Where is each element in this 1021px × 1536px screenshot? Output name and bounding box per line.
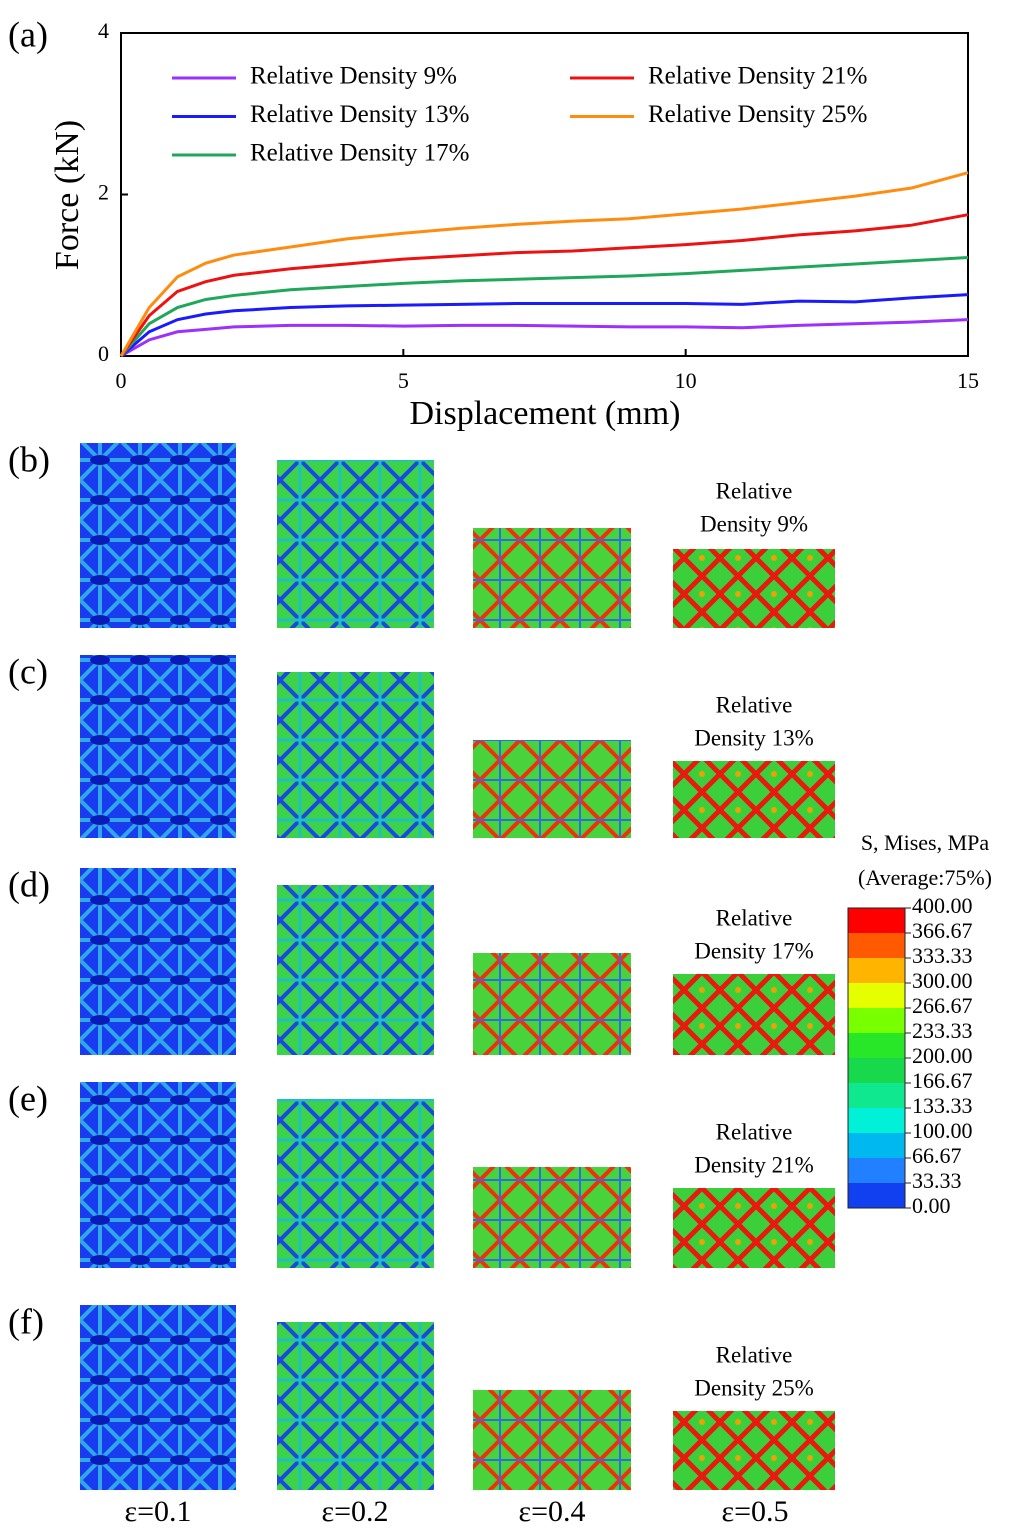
colorbar-tick-label: 66.67: [912, 1143, 962, 1168]
colorbar-segment: [848, 1008, 905, 1033]
colorbar-tick-label: 166.67: [912, 1068, 973, 1093]
lattice-image: [277, 1099, 434, 1268]
panel-label: (f): [8, 1301, 44, 1341]
lattice-image: [80, 1082, 236, 1268]
colorbar-segment: [848, 908, 905, 933]
colorbar-tick-label: 200.00: [912, 1043, 973, 1068]
lattice-image: [673, 974, 835, 1055]
y-tick-label: 0: [98, 341, 109, 366]
colorbar-tick-label: 133.33: [912, 1093, 973, 1118]
density-label: Density 21%: [694, 1152, 813, 1177]
x-tick-label: 10: [675, 368, 697, 393]
x-tick-label: 15: [957, 368, 979, 393]
colorbar-tick-label: 400.00: [912, 893, 973, 918]
colorbar-segment: [848, 958, 905, 983]
colorbar-segment: [848, 1083, 905, 1108]
panel-label: (d): [8, 864, 50, 904]
series-line: [120, 318, 969, 358]
colorbar-tick-label: 333.33: [912, 943, 973, 968]
lattice-image: [473, 1167, 631, 1268]
colorbar-segment: [848, 983, 905, 1008]
density-label: Density 13%: [694, 725, 813, 750]
density-label: Density 17%: [694, 938, 813, 963]
colorbar-segment: [848, 1158, 905, 1183]
colorbar-tick-label: 266.67: [912, 993, 973, 1018]
density-label: Relative: [716, 692, 793, 717]
lattice-image: [80, 655, 236, 838]
colorbar-tick-label: 300.00: [912, 968, 973, 993]
strain-label: ε=0.2: [321, 1495, 388, 1528]
legend-label: Relative Density 25%: [648, 101, 867, 128]
colorbar-subtitle: (Average:75%): [858, 865, 992, 890]
lattice-image: [473, 1390, 631, 1490]
panel-label: (e): [8, 1078, 48, 1118]
lattice-image: [673, 1411, 835, 1490]
strain-label: ε=0.4: [518, 1495, 585, 1528]
lattice-image: [673, 1188, 835, 1268]
lattice-image: [473, 528, 631, 628]
lattice-image: [277, 460, 434, 628]
colorbar-segment: [848, 1183, 905, 1208]
x-tick-label: 0: [116, 368, 127, 393]
colorbar-tick-label: 366.67: [912, 918, 973, 943]
series-line: [119, 171, 969, 357]
series-line: [119, 213, 969, 357]
colorbar-segment: [848, 933, 905, 958]
lattice-image: [277, 672, 434, 838]
lattice-image: [673, 761, 835, 838]
colorbar-tick-label: 33.33: [912, 1168, 962, 1193]
lattice-image: [473, 740, 631, 838]
colorbar-tick-label: 0.00: [912, 1193, 951, 1218]
x-axis-label: Displacement (mm): [410, 395, 681, 432]
colorbar-segment: [848, 1058, 905, 1083]
lattice-image: [80, 868, 236, 1055]
density-label: Density 9%: [700, 511, 808, 536]
legend-label: Relative Density 13%: [250, 101, 469, 128]
lattice-image: [277, 1322, 434, 1490]
colorbar-segment: [848, 1133, 905, 1158]
strain-label: ε=0.1: [124, 1495, 191, 1528]
x-tick-label: 5: [398, 368, 409, 393]
lattice-image: [473, 953, 631, 1055]
density-label: Relative: [716, 1119, 793, 1144]
lattice-image: [80, 1305, 236, 1490]
strain-label: ε=0.5: [721, 1495, 788, 1528]
legend-label: Relative Density 21%: [648, 63, 867, 90]
lattice-image: [673, 549, 835, 628]
density-label: Relative: [716, 1342, 793, 1367]
y-tick-label: 2: [98, 180, 109, 205]
colorbar-title: S, Mises, MPa: [861, 830, 990, 855]
series-line: [120, 293, 969, 358]
y-axis-label: Force (kN): [49, 120, 86, 270]
legend-label: Relative Density 17%: [250, 140, 469, 167]
colorbar-segment: [848, 1108, 905, 1133]
panel-label: (c): [8, 651, 48, 691]
density-label: Relative: [716, 905, 793, 930]
y-tick-label: 4: [98, 18, 109, 43]
series-line: [119, 255, 969, 357]
panel-label: (b): [8, 439, 50, 479]
colorbar-segment: [848, 1033, 905, 1058]
colorbar-tick-label: 233.33: [912, 1018, 973, 1043]
legend-label: Relative Density 9%: [250, 63, 457, 90]
lattice-image: [80, 443, 236, 628]
density-label: Density 25%: [694, 1375, 813, 1400]
colorbar-tick-label: 100.00: [912, 1118, 973, 1143]
lattice-image: [277, 885, 434, 1055]
density-label: Relative: [716, 478, 793, 503]
panel-label: (a): [8, 14, 48, 54]
